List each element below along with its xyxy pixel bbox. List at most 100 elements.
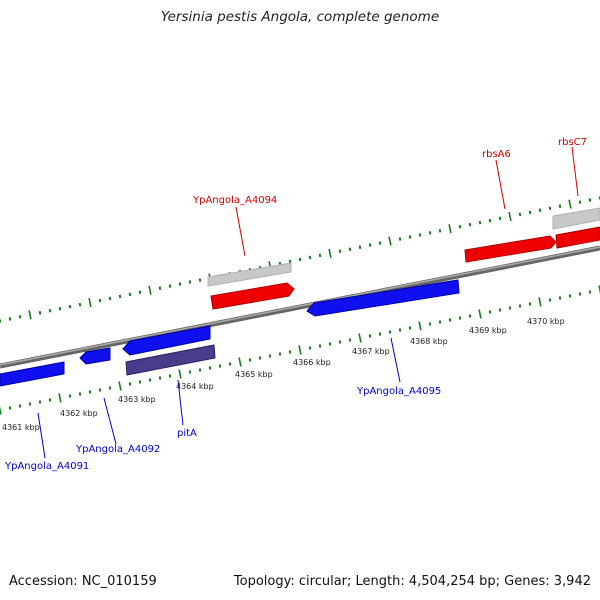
minor-tick [278, 352, 282, 356]
minor-tick [398, 237, 402, 241]
minor-tick [418, 233, 422, 237]
minor-tick [178, 282, 182, 286]
major-tick [538, 297, 542, 307]
minor-tick [328, 342, 332, 346]
label-leaders [37, 146, 579, 459]
major-tick [328, 248, 332, 258]
minor-tick [98, 298, 102, 303]
minor-tick [428, 231, 432, 235]
minor-tick [138, 380, 142, 384]
gene-label[interactable]: YpAngola_A4094 [192, 195, 277, 206]
lower-ticks [0, 285, 600, 415]
reverse-gene-labels: YpAngola_A4091 YpAngola_A4092 pitA YpAng… [4, 386, 441, 472]
minor-tick [108, 386, 112, 390]
minor-tick [48, 308, 52, 313]
minor-tick [58, 306, 62, 311]
minor-tick [478, 220, 482, 225]
minor-tick [128, 382, 132, 386]
minor-tick [548, 298, 552, 302]
forward-strand-features [207, 207, 600, 310]
rna-gene-feature-right[interactable] [552, 207, 600, 230]
major-tick [598, 285, 600, 295]
minor-tick [228, 362, 232, 366]
minor-tick [558, 204, 562, 208]
minor-tick [68, 304, 72, 309]
minor-tick [368, 334, 372, 338]
minor-tick [558, 296, 562, 300]
minor-tick [218, 364, 222, 368]
minor-tick [458, 224, 462, 229]
forward-gene-labels: YpAngola_A4094 rbsA6 rbsC7 [192, 137, 587, 206]
major-tick [298, 345, 302, 355]
scale-labels: 4361 kbp 4362 kbp 4363 kbp 4364 kbp 4365… [2, 317, 565, 432]
gene-arrow-ypangola-a4091[interactable] [0, 361, 65, 387]
major-tick [358, 333, 362, 343]
minor-tick [28, 402, 32, 406]
gene-arrow-ypangola-a4094[interactable] [210, 282, 295, 310]
major-tick [28, 310, 32, 320]
minor-tick [508, 306, 512, 310]
major-tick [568, 199, 572, 209]
scale-label: 4361 kbp [2, 423, 40, 432]
gene-label[interactable]: rbsA6 [482, 149, 511, 160]
minor-tick [308, 346, 312, 350]
minor-tick [378, 241, 382, 245]
gene-label[interactable]: rbsC7 [558, 137, 587, 148]
minor-tick [168, 284, 172, 288]
minor-tick [158, 286, 162, 290]
major-tick [388, 236, 392, 246]
minor-tick [348, 247, 352, 252]
minor-tick [168, 374, 172, 378]
minor-tick [18, 315, 22, 319]
minor-tick [488, 310, 492, 314]
minor-tick [388, 330, 392, 334]
minor-tick [578, 200, 582, 204]
minor-tick [298, 257, 302, 262]
accession-text: Accession: NC_010159 [9, 574, 157, 589]
minor-tick [338, 340, 342, 344]
minor-tick [378, 332, 382, 336]
minor-tick [68, 394, 72, 398]
map-title: Yersinia pestis Angola, complete genome [160, 9, 440, 25]
minor-tick [128, 292, 132, 297]
minor-tick [288, 259, 292, 264]
minor-tick [248, 358, 252, 362]
minor-tick [538, 208, 542, 213]
genome-stats-text: Topology: circular; Length: 4,504,254 bp… [233, 574, 591, 589]
major-tick [238, 357, 242, 367]
gene-label[interactable]: YpAngola_A4092 [75, 444, 160, 455]
minor-tick [18, 404, 22, 408]
minor-tick [148, 378, 152, 382]
minor-tick [268, 354, 272, 358]
minor-tick [38, 400, 42, 404]
major-tick [448, 224, 452, 234]
major-tick [0, 405, 2, 415]
scale-label: 4363 kbp [118, 395, 156, 404]
minor-tick [528, 302, 532, 306]
minor-tick [498, 216, 502, 221]
minor-tick [368, 243, 372, 247]
gene-arrow-rbsa6[interactable] [464, 235, 557, 263]
minor-tick [138, 290, 142, 295]
minor-tick [208, 366, 212, 370]
gene-label[interactable]: YpAngola_A4091 [4, 461, 89, 472]
gene-arrow-pita[interactable] [122, 325, 211, 356]
scale-label: 4366 kbp [293, 358, 331, 367]
gene-arrow-rbsc7[interactable] [555, 226, 600, 249]
scale-label: 4362 kbp [60, 409, 98, 418]
gene-label[interactable]: pitA [177, 428, 197, 439]
rna-gene-feature[interactable] [207, 262, 292, 287]
minor-tick [448, 318, 452, 322]
gene-label[interactable]: YpAngola_A4095 [356, 386, 441, 397]
minor-tick [528, 210, 532, 215]
gene-arrow-ypangola-a4095[interactable] [306, 279, 460, 317]
pseudo-gene-feature[interactable] [125, 344, 216, 376]
minor-tick [98, 388, 102, 392]
major-tick [88, 297, 92, 308]
minor-tick [78, 302, 82, 307]
gene-arrow-ypangola-a4092[interactable] [79, 347, 111, 365]
minor-tick [518, 304, 522, 308]
minor-tick [198, 278, 202, 282]
minor-tick [108, 296, 112, 301]
genome-backbone [0, 245, 600, 369]
